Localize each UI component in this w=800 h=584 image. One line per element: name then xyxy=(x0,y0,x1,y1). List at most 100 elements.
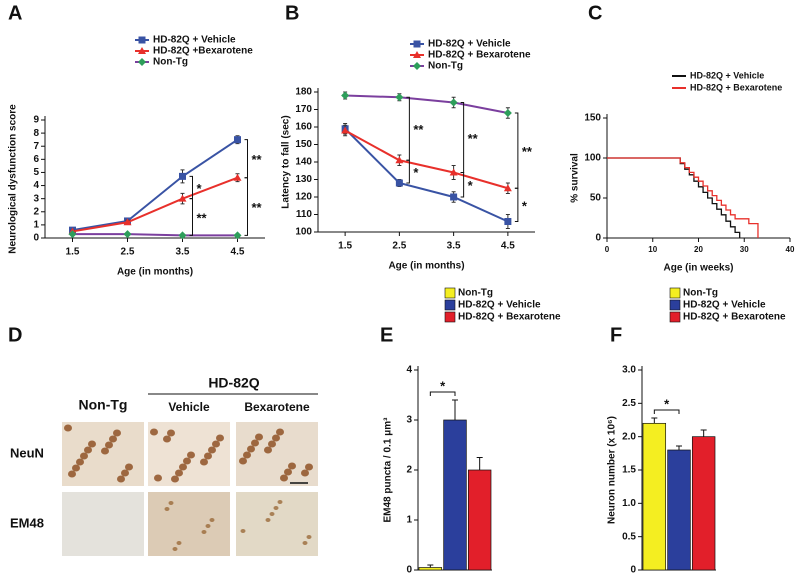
stained-cell xyxy=(167,429,175,437)
marker xyxy=(449,98,458,107)
y-tick-label: 150 xyxy=(295,139,312,150)
y-tick-label: 130 xyxy=(295,174,312,185)
legend-label: HD-82Q + Vehicle xyxy=(458,300,541,311)
marker xyxy=(233,173,242,181)
stained-cell xyxy=(171,475,179,483)
stained-cell xyxy=(168,501,174,505)
stained-cell xyxy=(268,440,276,448)
x-axis-label: Age (in weeks) xyxy=(663,263,733,274)
y-axis-label: Neuron number (x 10⁶) xyxy=(607,416,618,524)
stained-cell xyxy=(272,434,280,442)
y-tick-label: 4 xyxy=(406,365,412,376)
panel-letter: A xyxy=(8,2,22,24)
stained-cell xyxy=(163,435,171,443)
micrograph-image xyxy=(62,492,144,556)
stained-cell xyxy=(117,475,125,483)
significance-label: ** xyxy=(522,144,533,159)
stained-cell xyxy=(251,439,259,447)
significance-label: * xyxy=(522,198,528,213)
y-tick-label: 3 xyxy=(406,415,412,426)
stained-cell xyxy=(280,474,288,482)
significance-bracket xyxy=(244,139,248,179)
stained-cell xyxy=(264,446,272,454)
legend-label: HD-82Q + Vehicle xyxy=(153,35,236,46)
significance-bracket xyxy=(653,409,680,414)
stained-cell xyxy=(247,445,255,453)
stained-cell xyxy=(150,428,158,436)
significance-label: ** xyxy=(252,200,263,215)
legend-swatch xyxy=(444,287,456,299)
marker xyxy=(503,184,512,192)
bar xyxy=(642,422,667,571)
stained-cell xyxy=(201,530,207,534)
significance-label: * xyxy=(664,396,670,411)
significance-bracket xyxy=(460,172,465,198)
bar xyxy=(418,567,443,571)
legend-label: HD-82Q + Bexarotene xyxy=(683,312,786,323)
stained-cell xyxy=(80,452,88,460)
y-tick-label: 9 xyxy=(33,115,39,126)
survival-line xyxy=(607,157,759,238)
error-bar xyxy=(427,564,434,568)
significance-bracket xyxy=(514,187,519,222)
stained-cell xyxy=(265,518,271,522)
stained-cell xyxy=(183,457,191,465)
series-line xyxy=(344,129,509,190)
y-tick-label: 1.0 xyxy=(622,498,636,509)
x-tick-label: 2.5 xyxy=(121,247,135,258)
x-axis-label: Age (in months) xyxy=(388,261,464,272)
y-tick-label: 180 xyxy=(295,87,312,98)
legend-label: Non-Tg xyxy=(428,61,463,72)
x-tick-label: 20 xyxy=(694,245,703,254)
y-tick-label: 0 xyxy=(595,233,601,244)
stained-cell xyxy=(109,435,117,443)
y-axis-label: Neurological dysfunction score xyxy=(8,104,19,254)
legend-label: Non-Tg xyxy=(458,288,493,299)
marker xyxy=(503,109,512,117)
bar xyxy=(443,419,467,571)
y-tick-label: 1 xyxy=(33,220,39,231)
stained-cell xyxy=(179,463,187,471)
significance-bracket xyxy=(244,177,248,236)
marker xyxy=(395,179,403,187)
legend-marker xyxy=(138,47,146,54)
stained-cell xyxy=(239,457,247,465)
marker xyxy=(178,194,187,202)
x-tick-label: 2.5 xyxy=(392,241,406,252)
y-tick-label: 1 xyxy=(406,515,412,526)
group-label: HD-82Q xyxy=(208,375,259,391)
legend-marker xyxy=(138,36,146,44)
y-tick-label: 2.5 xyxy=(622,398,636,409)
significance-bracket xyxy=(406,96,410,161)
error-bar xyxy=(452,399,458,420)
stained-cell xyxy=(204,452,212,460)
legend-swatch xyxy=(669,311,681,323)
marker xyxy=(123,230,132,239)
x-tick-label: 4.5 xyxy=(231,247,245,258)
stained-cell xyxy=(200,458,208,466)
stained-cell xyxy=(240,529,246,533)
marker xyxy=(504,218,512,225)
error-bar xyxy=(476,457,483,470)
stained-cell xyxy=(306,535,312,539)
y-tick-label: 0.5 xyxy=(622,531,636,542)
marker xyxy=(449,168,458,176)
x-axis-label: Age (in months) xyxy=(117,267,193,278)
x-tick-label: 3.5 xyxy=(447,241,461,252)
error-bar xyxy=(676,445,682,450)
stained-cell xyxy=(205,524,211,528)
significance-label: ** xyxy=(252,152,263,167)
marker xyxy=(233,231,242,240)
y-tick-label: 120 xyxy=(295,192,312,203)
legend-swatch xyxy=(669,287,681,299)
y-tick-label: 140 xyxy=(295,157,312,168)
stained-cell xyxy=(187,451,195,459)
stained-cell xyxy=(72,464,80,472)
significance-label: * xyxy=(413,165,419,180)
marker xyxy=(123,218,132,226)
legend-label: HD-82Q + Bexarotene xyxy=(690,82,782,92)
series-line xyxy=(72,233,238,237)
x-tick-label: 30 xyxy=(740,245,749,254)
significance-label: * xyxy=(197,181,203,196)
